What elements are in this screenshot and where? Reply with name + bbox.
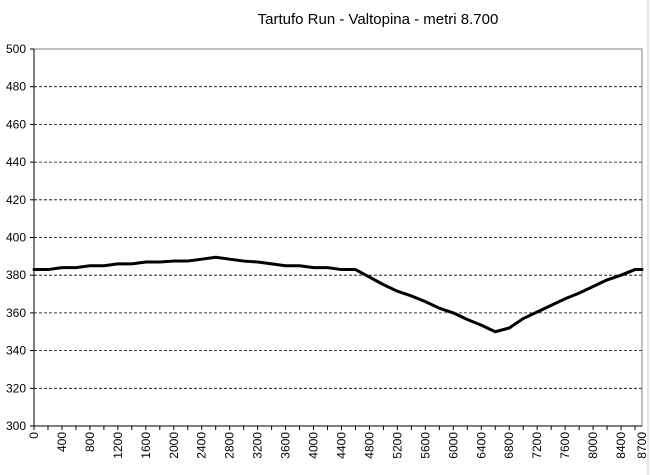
x-tick-label-2800: 2800 <box>223 432 237 459</box>
x-tick-label-400: 400 <box>55 432 69 452</box>
y-tick-label-320: 320 <box>6 381 26 395</box>
y-tick-label-340: 340 <box>6 344 26 358</box>
x-tick-label-4800: 4800 <box>362 432 376 459</box>
x-tick-label-4400: 4400 <box>334 432 348 459</box>
x-tick-label-8400: 8400 <box>614 432 628 459</box>
x-tick-label-2400: 2400 <box>195 432 209 459</box>
x-tick-label-8700: 8700 <box>635 432 649 459</box>
x-tick-label-3600: 3600 <box>279 432 293 459</box>
x-tick-label-4000: 4000 <box>307 432 321 459</box>
y-tick-label-500: 500 <box>6 42 26 56</box>
x-tick-label-8000: 8000 <box>586 432 600 459</box>
x-tick-label-800: 800 <box>83 432 97 452</box>
x-tick-label-3200: 3200 <box>251 432 265 459</box>
x-tick-label-6000: 6000 <box>446 432 460 459</box>
x-tick-label-7200: 7200 <box>530 432 544 459</box>
x-tick-label-5200: 5200 <box>390 432 404 459</box>
y-axis-ticks: 300 320 340 360 380 400 420 440 460 480 500 <box>6 42 34 433</box>
y-tick-label-380: 380 <box>6 268 26 282</box>
x-tick-label-5600: 5600 <box>418 432 432 459</box>
x-tick-label-0: 0 <box>27 432 41 439</box>
y-tick-label-360: 360 <box>6 306 26 320</box>
y-tick-label-420: 420 <box>6 193 26 207</box>
y-tick-label-480: 480 <box>6 80 26 94</box>
x-tick-label-6400: 6400 <box>474 432 488 459</box>
x-tick-label-6800: 6800 <box>502 432 516 459</box>
gridlines <box>34 48 642 389</box>
elevation-series-line <box>32 255 644 334</box>
y-tick-label-300: 300 <box>6 419 26 433</box>
y-tick-label-400: 400 <box>6 231 26 245</box>
x-tick-label-2000: 2000 <box>167 432 181 459</box>
y-tick-label-460: 460 <box>6 117 26 131</box>
chart-title: Tartufo Run - Valtopina - metri 8.700 <box>258 11 499 28</box>
x-tick-label-7600: 7600 <box>558 432 572 459</box>
y-tick-label-440: 440 <box>6 155 26 169</box>
x-axis-ticks: 0 400 800 1200 1600 2000 2400 2800 3200 3600 4000 4… <box>27 426 649 459</box>
series-layer <box>32 255 644 334</box>
x-tick-label-1600: 1600 <box>139 432 153 459</box>
x-tick-label-1200: 1200 <box>111 432 125 459</box>
